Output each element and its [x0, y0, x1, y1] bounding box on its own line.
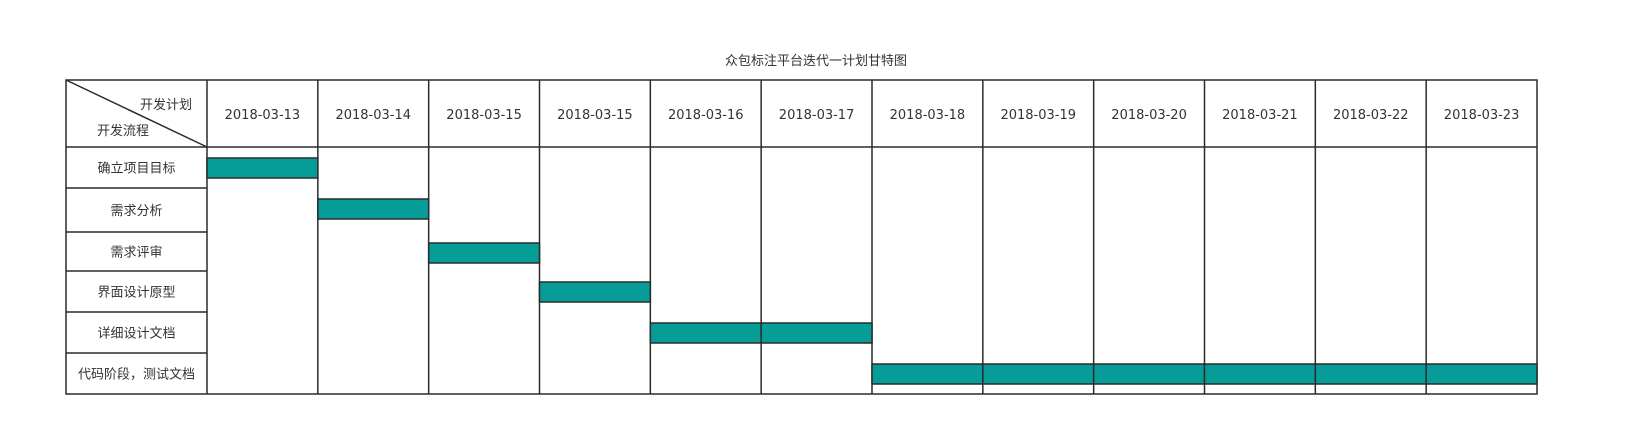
task-label: 代码阶段，测试文档 [78, 368, 195, 383]
task-bar [317, 198, 430, 220]
task-bar [538, 281, 652, 303]
task-bars [206, 157, 1538, 385]
corner-top-label: 开发计划 [140, 97, 192, 113]
task-label: 界面设计原型 [97, 286, 175, 301]
task-bar [1425, 363, 1538, 385]
date-header-label: 2018-03-23 [1444, 108, 1520, 123]
date-header-label: 2018-03-18 [890, 108, 966, 123]
task-bar [1314, 363, 1427, 385]
date-header-label: 2018-03-17 [779, 108, 855, 123]
task-bar [871, 363, 984, 385]
date-header-label: 2018-03-13 [225, 108, 301, 123]
task-bar [427, 242, 541, 264]
task-label: 需求评审 [110, 246, 162, 261]
corner-bottom-label: 开发流程 [97, 123, 149, 139]
task-bar [649, 322, 762, 344]
task-bar [1203, 363, 1317, 385]
date-header-label: 2018-03-19 [1000, 108, 1076, 123]
task-bar [982, 363, 1095, 385]
task-bar [1092, 363, 1206, 385]
task-bar [760, 322, 873, 344]
table-border [65, 79, 1538, 395]
task-label: 详细设计文档 [97, 327, 175, 342]
date-header-label: 2018-03-15 [446, 108, 522, 123]
date-header-label: 2018-03-15 [557, 108, 633, 123]
grid-lines [65, 79, 1538, 395]
task-label: 确立项目目标 [97, 162, 175, 177]
labels: 开发计划 开发流程 2018-03-13 2018-03-14 2018-03-15… [78, 97, 1519, 383]
corner-diagonal [65, 79, 208, 148]
date-header-label: 2018-03-14 [335, 108, 411, 123]
task-bar [206, 157, 319, 179]
date-header-label: 2018-03-21 [1222, 108, 1298, 123]
task-label: 需求分析 [110, 204, 162, 219]
date-header-label: 2018-03-22 [1333, 108, 1409, 123]
date-header-label: 2018-03-20 [1111, 108, 1187, 123]
date-header-label: 2018-03-16 [668, 108, 744, 123]
chart-title: 众包标注平台迭代一计划甘特图 [725, 54, 907, 69]
